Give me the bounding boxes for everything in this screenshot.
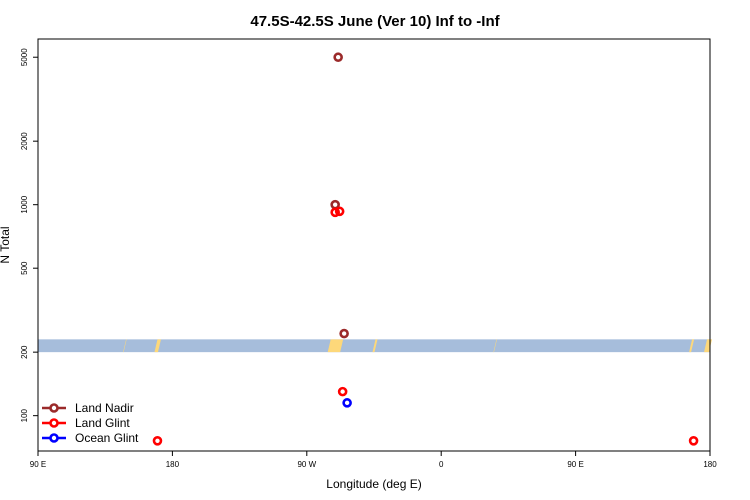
data-point — [152, 436, 163, 446]
x-axis-label: Longitude (deg E) — [326, 477, 421, 491]
x-tick-label: 180 — [166, 460, 180, 469]
land-mass — [154, 339, 161, 353]
chart-title: 47.5S-42.5S June (Ver 10) Inf to -Inf — [250, 13, 500, 30]
y-tick-label: 5000 — [20, 48, 29, 66]
x-tick-label: 180 — [703, 460, 717, 469]
data-point — [688, 436, 699, 446]
y-tick-label: 100 — [20, 408, 29, 422]
legend-label: Land Glint — [75, 416, 130, 430]
land-mass — [123, 339, 127, 353]
land-mass — [689, 339, 695, 353]
data-points — [152, 52, 699, 446]
y-tick-label: 1000 — [20, 195, 29, 213]
data-point — [333, 52, 343, 63]
data-point — [337, 386, 348, 397]
data-point — [339, 328, 349, 339]
legend-marker — [49, 418, 59, 428]
data-point — [342, 398, 352, 408]
y-axis-label: N Total — [0, 226, 12, 263]
legend-marker — [49, 433, 59, 443]
plot-frame — [37, 38, 711, 452]
land-mass — [327, 339, 344, 353]
x-tick-label: 90 E — [30, 460, 46, 469]
x-tick-label: 90 W — [297, 460, 316, 469]
x-axis: 90 E 180 90 W 0 90 E 180 — [30, 451, 717, 469]
land-mass — [372, 339, 378, 353]
land-mass — [493, 339, 497, 353]
y-tick-label: 2000 — [20, 132, 29, 150]
data-point — [334, 206, 345, 217]
y-tick-label: 200 — [20, 345, 29, 359]
y-tick-label: 500 — [20, 261, 29, 275]
data-point — [330, 207, 340, 218]
x-tick-label: 0 — [439, 460, 444, 469]
x-tick-label: 90 E — [567, 460, 583, 469]
map-strip — [38, 339, 712, 353]
legend-marker — [49, 403, 59, 413]
y-axis: 100 200 500 1000 2000 5000 — [20, 48, 38, 422]
legend-label: Land Nadir — [75, 401, 134, 415]
legend-label: Ocean Glint — [75, 431, 139, 445]
ocean-strip — [38, 339, 710, 353]
